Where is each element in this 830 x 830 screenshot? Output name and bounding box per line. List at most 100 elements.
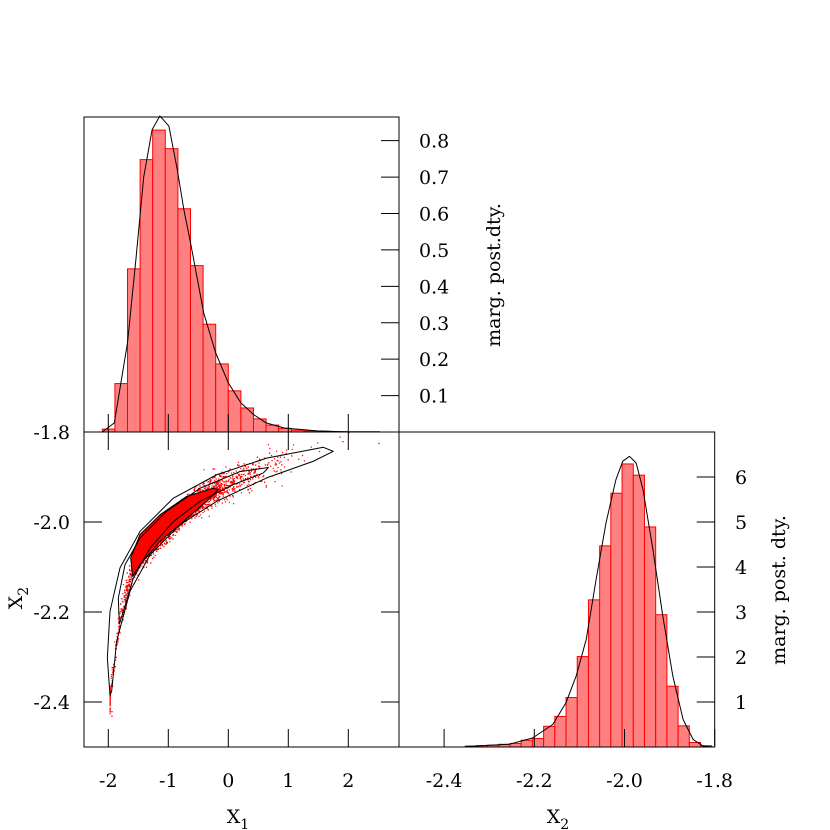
scatter-point — [240, 492, 243, 494]
scatter-point — [208, 480, 210, 483]
scatter-point — [186, 504, 188, 506]
scatter-point — [145, 541, 148, 543]
scatter-point — [150, 539, 153, 541]
scatter-point — [248, 471, 250, 473]
scatter-point — [167, 517, 169, 519]
scatter-point — [173, 523, 175, 525]
scatter-point — [194, 503, 196, 505]
scatter-point — [191, 503, 193, 505]
scatter-point — [150, 536, 152, 538]
scatter-point — [280, 469, 282, 471]
scatter-point — [115, 656, 117, 658]
scatter-point — [161, 536, 163, 538]
scatter-point — [127, 589, 130, 591]
scatter-point — [141, 552, 143, 554]
scatter-point — [203, 487, 205, 489]
scatter-point — [180, 512, 182, 514]
scatter-point — [188, 504, 191, 506]
scatter-point — [207, 487, 209, 490]
scatter-point — [128, 583, 131, 585]
scatter-point — [147, 542, 150, 544]
scatter-point — [166, 522, 169, 524]
scatter-point — [178, 511, 180, 513]
scatter-point — [123, 599, 125, 601]
scatter-point — [235, 470, 237, 472]
scatter-point — [165, 530, 167, 533]
scatter-point — [171, 526, 173, 528]
scatter-point — [162, 535, 164, 537]
x2-hist-bar — [520, 739, 533, 748]
scatter-point — [164, 521, 166, 523]
scatter-point — [149, 543, 151, 545]
scatter-point — [184, 513, 186, 515]
scatter-point — [209, 498, 212, 501]
scatter-point — [140, 551, 142, 553]
scatter-point — [146, 548, 148, 550]
scatter-points — [109, 432, 380, 717]
scatter-point — [195, 507, 197, 509]
scatter-point — [167, 529, 170, 531]
scatter-point — [169, 521, 171, 523]
scatter-point — [134, 576, 136, 578]
scatter-point — [171, 514, 173, 516]
scatter-point — [157, 541, 159, 543]
scatter-point — [138, 549, 140, 552]
scatter-point — [180, 506, 182, 508]
scatter-point — [184, 506, 187, 509]
scatter-point — [148, 540, 150, 542]
scatter-point — [291, 448, 293, 451]
scatter-point — [153, 529, 155, 531]
scatter-point — [267, 444, 269, 446]
scatter-point — [141, 541, 144, 543]
scatter-point — [201, 494, 204, 497]
scatter-point — [184, 501, 187, 503]
scatter-point — [181, 518, 183, 520]
scatter-point — [276, 459, 278, 462]
scatter-point — [221, 480, 223, 482]
scatter-point — [168, 528, 170, 530]
scatter-point — [180, 504, 182, 506]
scatter-point — [117, 622, 120, 624]
scatter-point — [171, 517, 173, 519]
scatter-point — [171, 520, 173, 522]
scatter-point — [204, 503, 206, 506]
scatter-point — [149, 536, 151, 538]
scatter-point — [170, 536, 172, 538]
scatter-point — [112, 667, 114, 669]
scatter-xtick-label: 1 — [282, 770, 294, 792]
scatter-point — [178, 522, 181, 524]
scatter-point — [274, 462, 277, 464]
scatter-point — [171, 525, 173, 527]
scatter-point — [164, 528, 166, 530]
scatter-point — [129, 586, 131, 588]
scatter-point — [179, 516, 181, 518]
scatter-point — [175, 515, 177, 518]
scatter-point — [176, 520, 178, 522]
scatter-point — [181, 507, 183, 509]
scatter-point — [222, 481, 225, 483]
x1-hist-ytick-label: 0.4 — [419, 276, 449, 298]
scatter-point — [211, 492, 213, 494]
scatter-point — [273, 470, 275, 472]
x2-hist-xtick-label: -2.2 — [516, 770, 553, 792]
scatter-point — [163, 529, 166, 531]
scatter-point — [276, 470, 278, 472]
scatter-point — [193, 488, 195, 491]
scatter-point — [126, 593, 128, 595]
scatter-point — [229, 468, 231, 470]
scatter-point — [200, 501, 202, 503]
scatter-point — [177, 513, 180, 515]
scatter-point — [158, 547, 160, 550]
scatter-ytick-label: -2.2 — [33, 602, 70, 624]
scatter-point — [198, 496, 200, 498]
scatter-point — [223, 481, 226, 483]
scatter-point — [221, 479, 223, 481]
scatter-point — [211, 505, 213, 507]
scatter-point — [161, 532, 163, 534]
scatter-point — [223, 490, 225, 492]
scatter-point — [200, 493, 202, 495]
scatter-point — [187, 518, 189, 520]
scatter-point — [180, 505, 182, 507]
scatter-point — [232, 481, 234, 483]
scatter-point — [132, 564, 134, 566]
